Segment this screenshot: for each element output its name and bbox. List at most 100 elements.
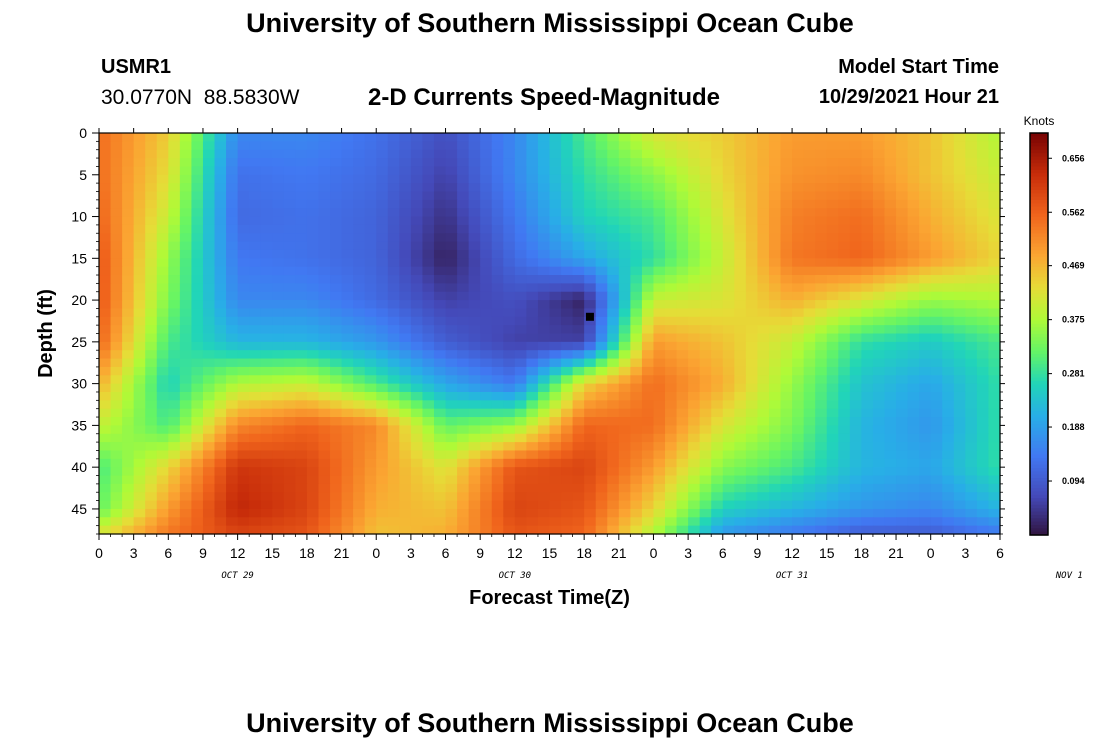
heatmap-cell	[433, 208, 447, 218]
heatmap-cell	[630, 325, 643, 335]
heatmap-cell	[653, 391, 666, 401]
heatmap-cell	[884, 308, 897, 318]
heatmap-cell	[595, 375, 608, 385]
heatmap-cell	[283, 183, 296, 193]
heatmap-cell	[202, 508, 216, 518]
heatmap-cell	[387, 341, 400, 351]
heatmap-cell	[872, 525, 886, 535]
colorbar-segment	[1030, 330, 1048, 335]
heatmap-cell	[815, 442, 828, 452]
heatmap-cell	[99, 525, 112, 535]
heatmap-cell	[699, 333, 712, 343]
colorbar-segment	[1030, 491, 1048, 496]
heatmap-cell	[965, 492, 978, 502]
heatmap-cell	[433, 191, 447, 201]
heatmap-cell	[295, 216, 308, 226]
colorbar-segment	[1030, 153, 1048, 158]
heatmap-cell	[826, 433, 839, 443]
heatmap-cell	[780, 492, 793, 502]
heatmap-cell	[942, 316, 955, 326]
colorbar-segment	[1030, 340, 1048, 345]
heatmap-cell	[572, 183, 585, 193]
heatmap-cell	[122, 241, 135, 251]
heatmap-cell	[630, 258, 643, 268]
heatmap-cell	[364, 475, 377, 485]
heatmap-cell	[283, 492, 296, 502]
heatmap-cell	[526, 500, 539, 510]
heatmap-cell	[815, 174, 828, 184]
heatmap-cell	[410, 141, 424, 151]
heatmap-cell	[838, 366, 851, 376]
heatmap-cell	[595, 475, 608, 485]
heatmap-cell	[133, 458, 146, 468]
heatmap-cell	[364, 300, 377, 310]
heatmap-cell	[942, 266, 955, 276]
heatmap-cell	[537, 467, 551, 477]
heatmap-cell	[457, 341, 470, 351]
heatmap-cell	[410, 208, 424, 218]
colorbar-segment	[1030, 149, 1048, 154]
heatmap-cell	[422, 249, 435, 259]
heatmap-cell	[249, 508, 262, 518]
heatmap-cell	[549, 308, 562, 318]
heatmap-cell	[480, 400, 493, 410]
heatmap-cell	[306, 467, 320, 477]
heatmap-cell	[919, 508, 932, 518]
heatmap-cell	[676, 467, 689, 477]
heatmap-cell	[99, 450, 112, 460]
heatmap-cell	[433, 358, 447, 368]
colorbar-segment	[1030, 478, 1048, 482]
heatmap-cell	[353, 475, 366, 485]
heatmap-cell	[237, 174, 250, 184]
heatmap-cell	[792, 208, 805, 218]
heatmap-cell	[815, 517, 828, 527]
heatmap-cell	[422, 216, 435, 226]
heatmap-cell	[145, 425, 158, 435]
heatmap-cell	[156, 149, 169, 159]
heatmap-cell	[942, 517, 955, 527]
heatmap-cell	[318, 375, 331, 385]
heatmap-cell	[283, 341, 296, 351]
heatmap-cell	[976, 266, 990, 276]
heatmap-cell	[849, 325, 862, 335]
heatmap-cell	[399, 174, 412, 184]
heatmap-cell	[826, 224, 839, 234]
main-title: University of Southern Mississippi Ocean…	[246, 8, 854, 38]
heatmap-cell	[595, 208, 608, 218]
heatmap-cell	[653, 350, 666, 360]
heatmap-cell	[491, 391, 504, 401]
heatmap-cell	[688, 425, 701, 435]
colorbar-segment	[1030, 370, 1048, 375]
heatmap-cell	[884, 158, 897, 168]
heatmap-cell	[907, 158, 920, 168]
heatmap-cell	[722, 224, 735, 234]
colorbar-tick-label: 0.094	[1062, 476, 1085, 486]
heatmap-cell	[919, 341, 932, 351]
heatmap-cell	[503, 442, 516, 452]
heatmap-cell	[549, 483, 562, 493]
heatmap-cell	[861, 408, 874, 418]
heatmap-cell	[260, 241, 273, 251]
x-tick-label: 6	[442, 545, 450, 561]
heatmap-cell	[295, 249, 308, 259]
heatmap-cell	[272, 249, 285, 259]
heatmap-cell	[584, 233, 597, 243]
heatmap-cell	[99, 500, 112, 510]
heatmap-cell	[734, 525, 747, 535]
heatmap-cell	[399, 166, 412, 176]
heatmap-cell	[595, 183, 608, 193]
heatmap-cell	[953, 391, 966, 401]
heatmap-cell	[919, 158, 932, 168]
heatmap-cell	[976, 458, 990, 468]
x-tick-label: 9	[476, 545, 484, 561]
heatmap-cell	[907, 492, 920, 502]
heatmap-cell	[572, 141, 585, 151]
heatmap-cell	[353, 283, 366, 293]
heatmap-cell	[757, 383, 770, 393]
heatmap-cell	[214, 508, 227, 518]
heatmap-cell	[272, 224, 285, 234]
heatmap-cell	[318, 450, 331, 460]
heatmap-cell	[653, 166, 666, 176]
heatmap-cell	[110, 358, 123, 368]
heatmap-cell	[768, 383, 782, 393]
